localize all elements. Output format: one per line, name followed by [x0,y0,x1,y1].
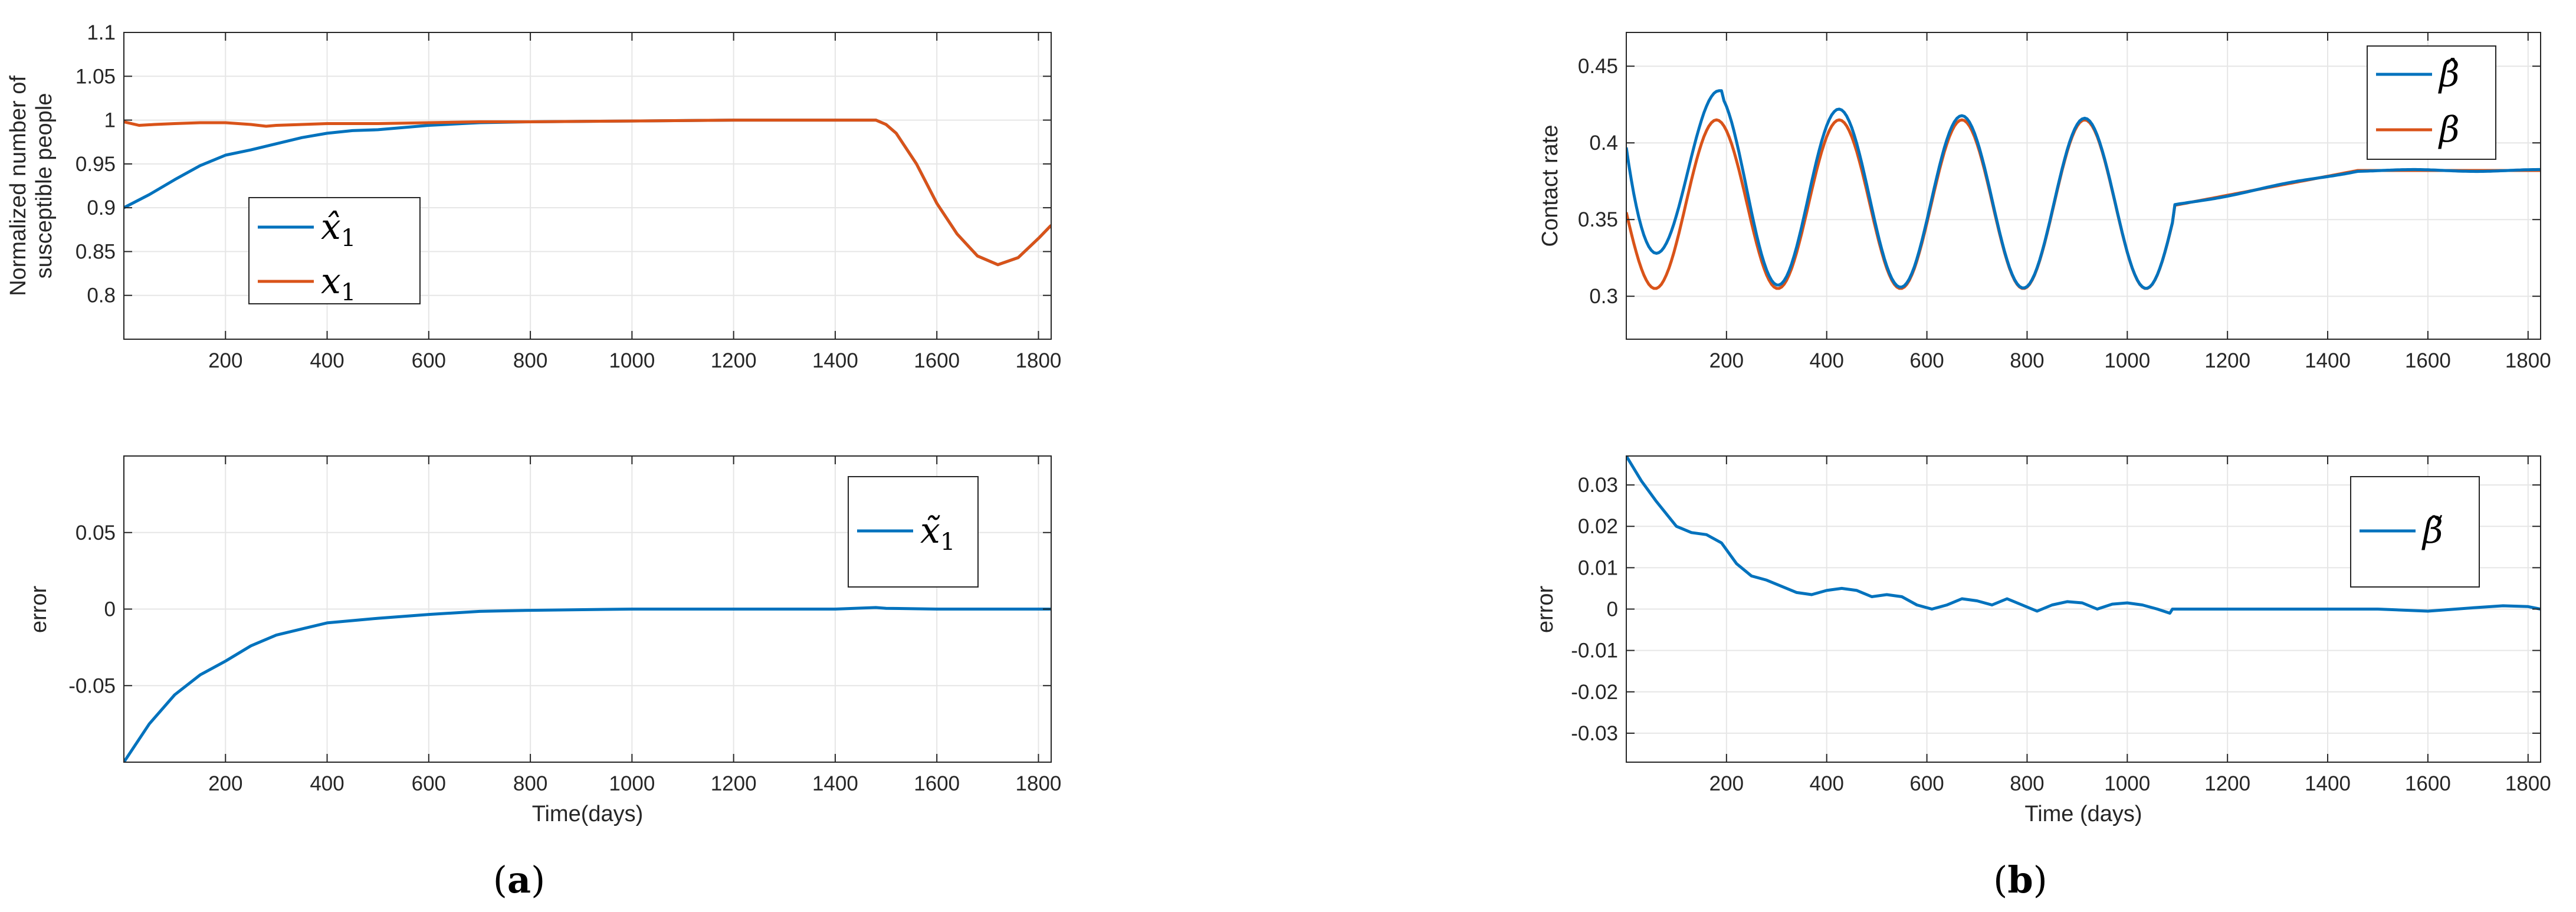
legend: β̂ β [2367,45,2496,160]
chart-b-top-contact-rate: 200 400 600 800 1000 1200 1400 1600 1800 0.3 0.35 0… [1538,32,2551,372]
legend-entry: β̃ [2421,510,2443,552]
chart-a-top-susceptible: 200 400 600 800 1000 1200 1400 1600 1800 0.8 0.85 0… [6,21,1061,372]
x-tick-label: 1800 [2505,349,2551,372]
chart-a-bottom-error: 200 400 600 800 1000 1200 1400 1600 1800 -0.05 0 0.… [27,455,1062,826]
y-tick-label: 0.95 [76,153,116,176]
x-tick-label: 1400 [2305,772,2351,795]
chart-b-bottom-error: 200 400 600 800 1000 1200 1400 1600 1800 -0.03 -0.… [1533,455,2551,826]
x-tick-label: 1200 [711,349,757,372]
x-tick-label: 400 [310,349,344,372]
x-tick-label: 1000 [609,349,655,372]
x-tick-label: 400 [1810,349,1844,372]
y-tick-label: -0.02 [1571,681,1618,704]
legend-entry: β [2438,109,2460,150]
legend-entry: x̃1 [920,510,955,556]
x-tick-label: 800 [2010,349,2044,372]
x-tick-label: 200 [1709,772,1744,795]
x-tick-label: 1600 [914,772,960,795]
y-tick-label: 0.02 [1578,515,1618,538]
y-tick-label: 0.8 [87,284,116,307]
x-tick-label: 600 [1909,772,1944,795]
legend: x̃1 [848,476,979,588]
y-tick-label: 0.01 [1578,556,1618,579]
y-axis-label: error [1533,586,1558,634]
y-axis-label: Contact rate [1538,125,1563,247]
axes-frame [1626,32,2541,340]
series-line-estimate [124,606,1051,762]
x-tick-label: 1200 [2204,772,2250,795]
legend-box [2367,45,2496,160]
x-tick-label: 800 [513,772,547,795]
y-tick-label: 1.1 [87,21,116,44]
caption-a: (a) [493,858,546,901]
x-tick-label: 400 [310,772,344,795]
y-axis-label: error [27,586,51,634]
series-line-estimate [1626,456,2541,615]
x-tick-label: 1800 [2505,772,2551,795]
y-tick-label: 0 [104,598,116,621]
y-tick-label: 0.35 [1578,208,1618,231]
y-tick-label: -0.05 [68,674,116,697]
x-axis-label: Time (days) [2024,802,2142,826]
x-axis-label: Time(days) [532,802,644,826]
caption-b: (b) [1993,858,2047,901]
x-tick-label: 1600 [2405,349,2451,372]
y-tick-label: 0.9 [87,196,116,219]
x-tick-label: 800 [2010,772,2044,795]
x-tick-label: 1200 [2204,349,2250,372]
x-tick-label: 1400 [812,772,858,795]
legend: x̂1x1 [248,197,421,306]
x-tick-label: 600 [412,772,446,795]
y-tick-label: 0.4 [1589,132,1618,155]
x-tick-label: 200 [208,349,242,372]
x-tick-label: 600 [1909,349,1944,372]
series-line-actual [124,119,1051,267]
x-tick-label: 1000 [2104,772,2150,795]
x-tick-label: 1400 [2305,349,2351,372]
x-tick-label: 200 [208,772,242,795]
x-tick-label: 800 [513,349,547,372]
series-line-estimate [1626,89,2541,290]
legend-box [248,197,421,304]
y-axis-label: Normalized number ofsusceptible people [6,76,57,296]
y-tick-label: 0 [1607,598,1618,621]
x-tick-label: 1600 [2405,772,2451,795]
x-tick-label: 1000 [2104,349,2150,372]
axes-frame [123,32,1052,340]
y-tick-label: -0.03 [1571,722,1618,745]
x-tick-label: 600 [412,349,446,372]
x-tick-label: 1600 [914,349,960,372]
x-tick-label: 1200 [711,772,757,795]
legend-entry: x1 [321,261,356,306]
y-tick-label: 0.03 [1578,474,1618,497]
y-tick-label: 0.3 [1589,285,1618,308]
y-tick-label: 1 [104,109,116,132]
x-tick-label: 1800 [1016,772,1062,795]
legend: β̃ [2350,476,2480,588]
y-tick-label: 0.45 [1578,55,1618,78]
y-tick-label: -0.01 [1571,639,1618,662]
y-tick-label: 1.05 [76,65,116,88]
x-tick-label: 1800 [1016,349,1062,372]
y-tick-label: 0.85 [76,240,116,263]
y-tick-label: 0.05 [76,521,116,544]
x-tick-label: 1400 [812,349,858,372]
x-tick-label: 200 [1709,349,1744,372]
legend-entry: x̂1 [321,206,356,252]
x-tick-label: 1000 [609,772,655,795]
legend-entry: β̂ [2438,54,2460,95]
x-tick-label: 400 [1810,772,1844,795]
